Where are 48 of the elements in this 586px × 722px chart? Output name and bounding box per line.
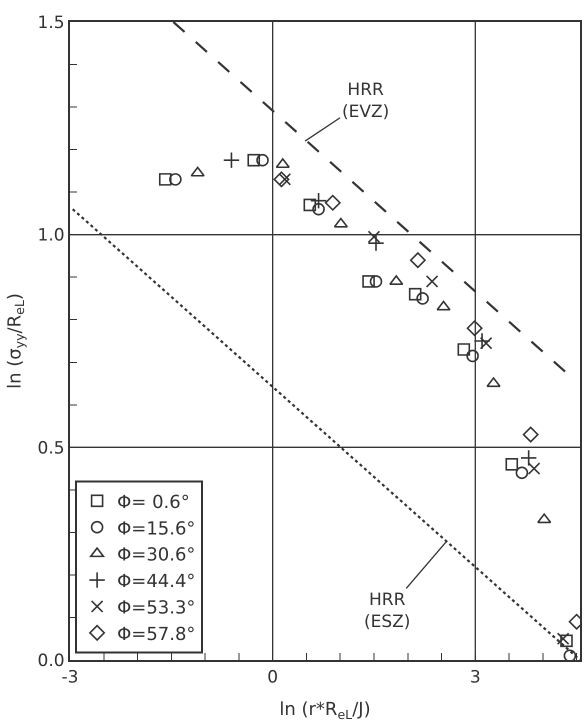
point <box>537 513 552 524</box>
point <box>362 275 375 288</box>
y-tick-label: 1.5 <box>38 12 65 33</box>
point <box>190 166 205 177</box>
point <box>310 192 328 210</box>
point <box>426 275 438 288</box>
x-tick-label: 3 <box>470 667 481 688</box>
annotation: HRR (ESZ) <box>364 590 410 632</box>
point <box>410 252 426 268</box>
legend-label: Φ=44.4° <box>117 571 196 592</box>
point <box>466 320 483 336</box>
point <box>324 194 341 211</box>
point <box>522 426 539 443</box>
point <box>334 218 348 228</box>
point <box>273 171 290 188</box>
legend-label: Φ=53.3° <box>117 597 196 618</box>
x-tick-label: 0 <box>267 667 278 688</box>
y-tick-label: 1.0 <box>38 226 65 246</box>
point <box>505 458 518 471</box>
point <box>458 343 470 356</box>
point <box>416 292 429 305</box>
point <box>408 288 422 301</box>
point <box>556 632 570 646</box>
point <box>276 158 290 168</box>
point <box>564 649 576 660</box>
point <box>520 449 538 466</box>
point <box>169 173 182 186</box>
point <box>370 275 382 288</box>
legend-label: Φ=30.6° <box>117 544 196 566</box>
legend-label: Φ= 0.6° <box>117 492 190 513</box>
point <box>528 462 540 475</box>
y-tick-label: 0.5 <box>38 438 65 458</box>
point <box>312 202 325 216</box>
legend-label: Φ=15.6° <box>117 518 196 540</box>
point <box>247 154 260 167</box>
point <box>158 173 172 186</box>
point <box>222 152 240 169</box>
point <box>516 466 528 480</box>
point <box>436 300 451 311</box>
annotation: HRR (EVZ) <box>342 80 390 122</box>
point <box>560 634 573 648</box>
legend-label: Φ=57.8° <box>117 624 196 645</box>
x-axis-title: ln (r*R$_{eL}$/J) <box>279 699 371 722</box>
point <box>304 198 316 212</box>
point <box>466 350 479 362</box>
point <box>474 332 491 350</box>
point <box>256 154 269 167</box>
point <box>486 377 501 388</box>
